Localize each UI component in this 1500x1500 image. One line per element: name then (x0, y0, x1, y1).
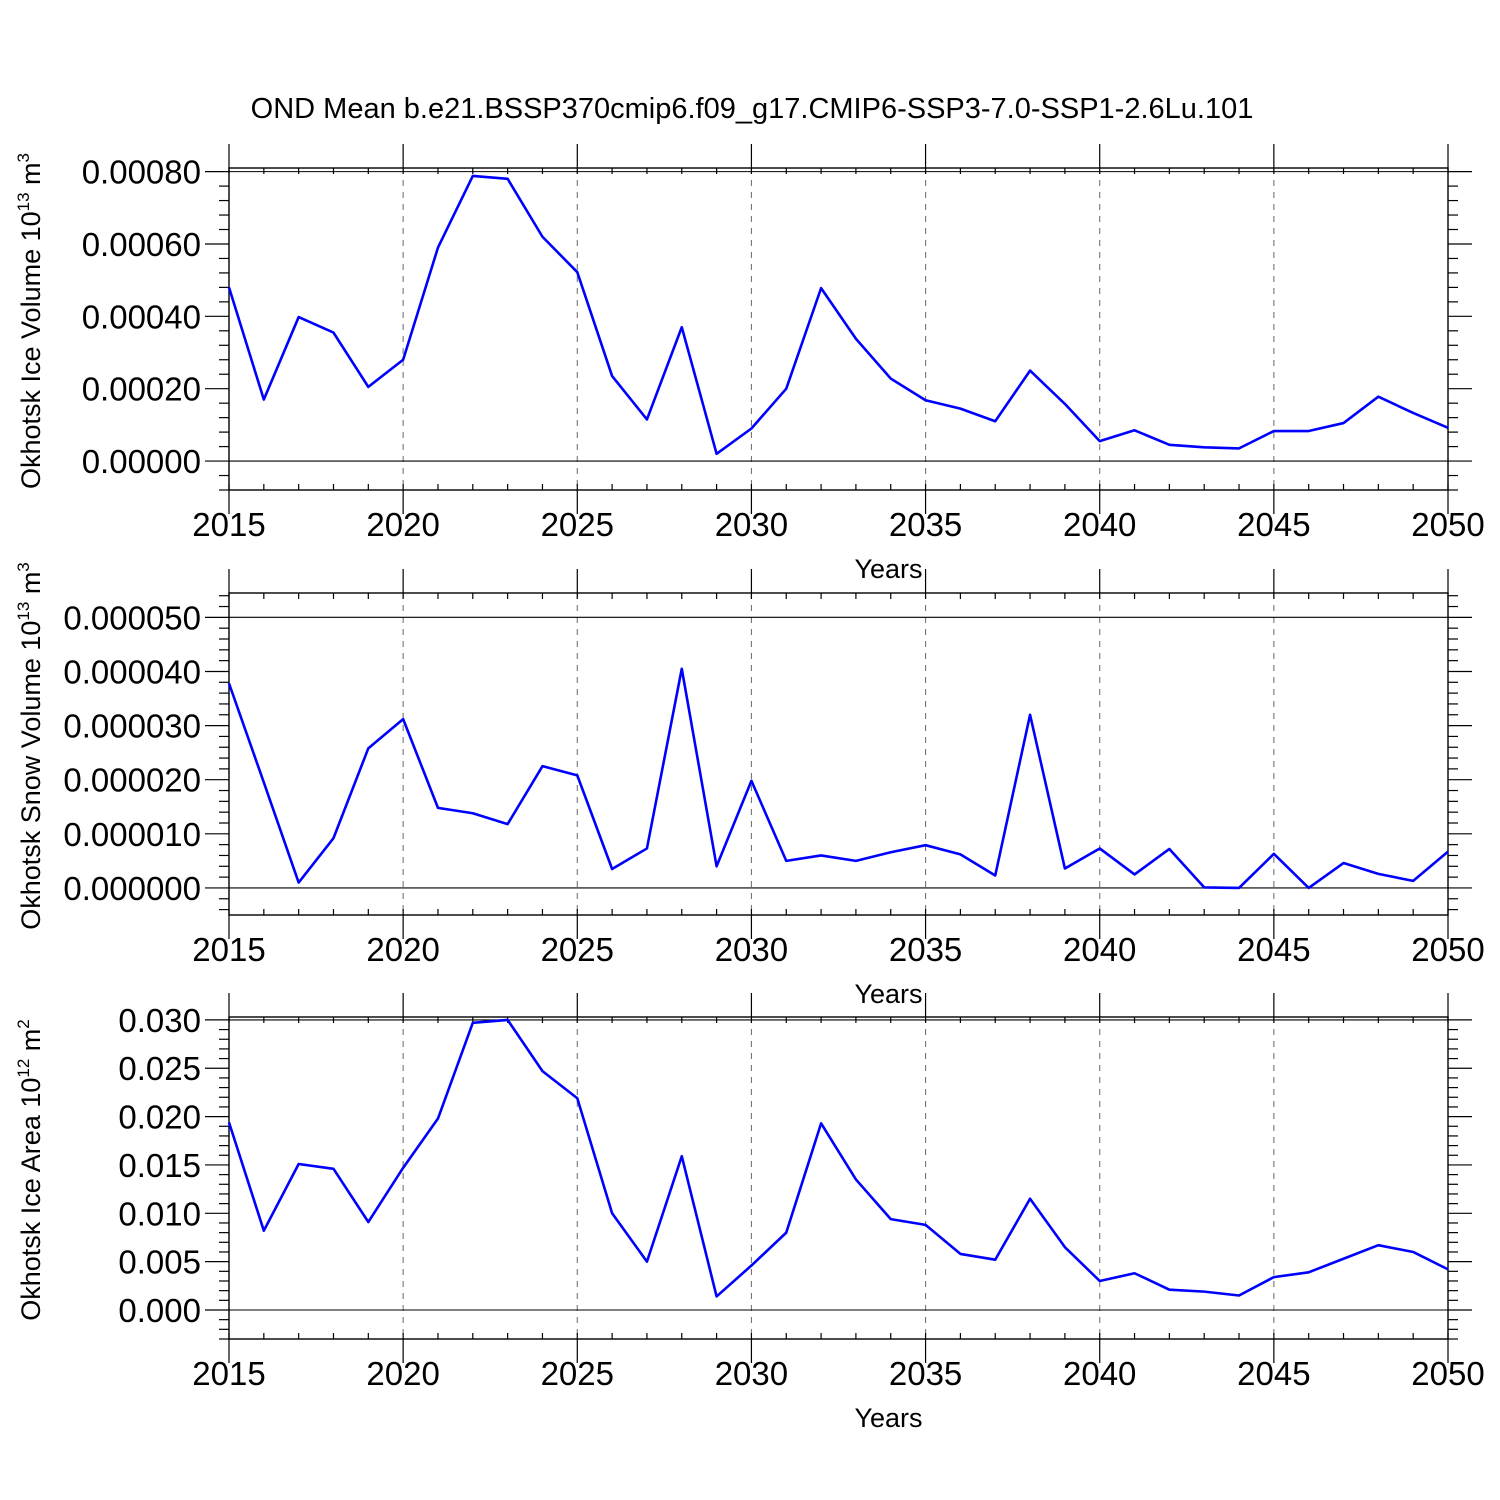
panel-1: 2015 2020 2025 2030 2035 2040 2045 2050 0.00000 0… (14, 144, 1485, 584)
series-line-3 (227, 1018, 1449, 1298)
y-tick-label: 0.030 (118, 1002, 201, 1039)
x-tick-label: 2015 (192, 1355, 265, 1392)
x-tick-label: 2045 (1237, 506, 1310, 543)
x-tick-label: 2040 (1063, 1355, 1136, 1392)
panel-3: 2015 2020 2025 2030 2035 2040 2045 2050 0.000 0.0… (14, 993, 1485, 1433)
x-axis-label: Years (854, 1403, 922, 1433)
x-tick-label: 2045 (1237, 931, 1310, 968)
figure-title: OND Mean b.e21.BSSP370cmip6.f09_g17.CMIP… (251, 93, 1254, 125)
x-tick-label: 2050 (1411, 506, 1484, 543)
x-tick-label: 2015 (192, 506, 265, 543)
x-tick-label: 2050 (1411, 931, 1484, 968)
x-tick-label: 2025 (541, 1355, 614, 1392)
x-tick-label: 2025 (541, 506, 614, 543)
y-tick-label: 0.00000 (82, 443, 201, 480)
y-tick-label: 0.000030 (63, 708, 201, 745)
x-axis-label: Years (854, 554, 922, 584)
x-tick-label: 2020 (366, 931, 439, 968)
y-tick-label: 0.000 (118, 1292, 201, 1329)
panel-2: 2015 2020 2025 2030 2035 2040 2045 2050 0.000000… (14, 562, 1485, 1009)
x-tick-label: 2020 (366, 1355, 439, 1392)
x-tick-label: 2030 (715, 1355, 788, 1392)
y-axis-label: Okhotsk Snow Volume 1013 m3 (14, 562, 46, 930)
panels-group: 2015 2020 2025 2030 2035 2040 2045 20500.000000… (14, 144, 1485, 1433)
y-tick-label: 0.025 (118, 1050, 201, 1087)
plot-frame (228, 592, 1449, 916)
y-axis-label: Okhotsk Ice Area 1012 m2 (14, 1019, 46, 1321)
plot-frame (228, 1016, 1449, 1340)
x-tick-label: 2035 (889, 931, 962, 968)
y-tick-label: 0.00040 (82, 298, 201, 335)
y-tick-label: 0.005 (118, 1244, 201, 1281)
x-tick-label: 2035 (889, 506, 962, 543)
plot-frame (228, 167, 1449, 491)
x-tick-label: 2045 (1237, 1355, 1310, 1392)
y-axis-label: Okhotsk Ice Volume 1013 m3 (14, 153, 46, 489)
y-tick-label: 0.010 (118, 1195, 201, 1232)
y-tick-label: 0.00020 (82, 371, 201, 408)
y-tick-label: 0.000050 (63, 599, 201, 636)
y-tick-label: 0.00080 (82, 154, 201, 191)
y-tick-label: 0.00060 (82, 226, 201, 263)
x-tick-label: 2015 (192, 931, 265, 968)
y-tick-label: 0.000020 (63, 762, 201, 799)
y-tick-label: 0.000010 (63, 816, 201, 853)
y-tick-label: 0.020 (118, 1099, 201, 1136)
y-tick-label: 0.000000 (63, 870, 201, 907)
x-axis-label: Years (854, 979, 922, 1009)
series-line-1 (227, 174, 1449, 456)
x-tick-label: 2020 (366, 506, 439, 543)
x-tick-label: 2035 (889, 1355, 962, 1392)
x-tick-label: 2050 (1411, 1355, 1484, 1392)
x-tick-label: 2030 (715, 506, 788, 543)
x-tick-label: 2040 (1063, 931, 1136, 968)
y-tick-label: 0.015 (118, 1147, 201, 1184)
x-tick-label: 2030 (715, 931, 788, 968)
x-tick-label: 2040 (1063, 506, 1136, 543)
y-tick-label: 0.000040 (63, 653, 201, 690)
series-line-2 (227, 667, 1449, 890)
x-tick-label: 2025 (541, 931, 614, 968)
